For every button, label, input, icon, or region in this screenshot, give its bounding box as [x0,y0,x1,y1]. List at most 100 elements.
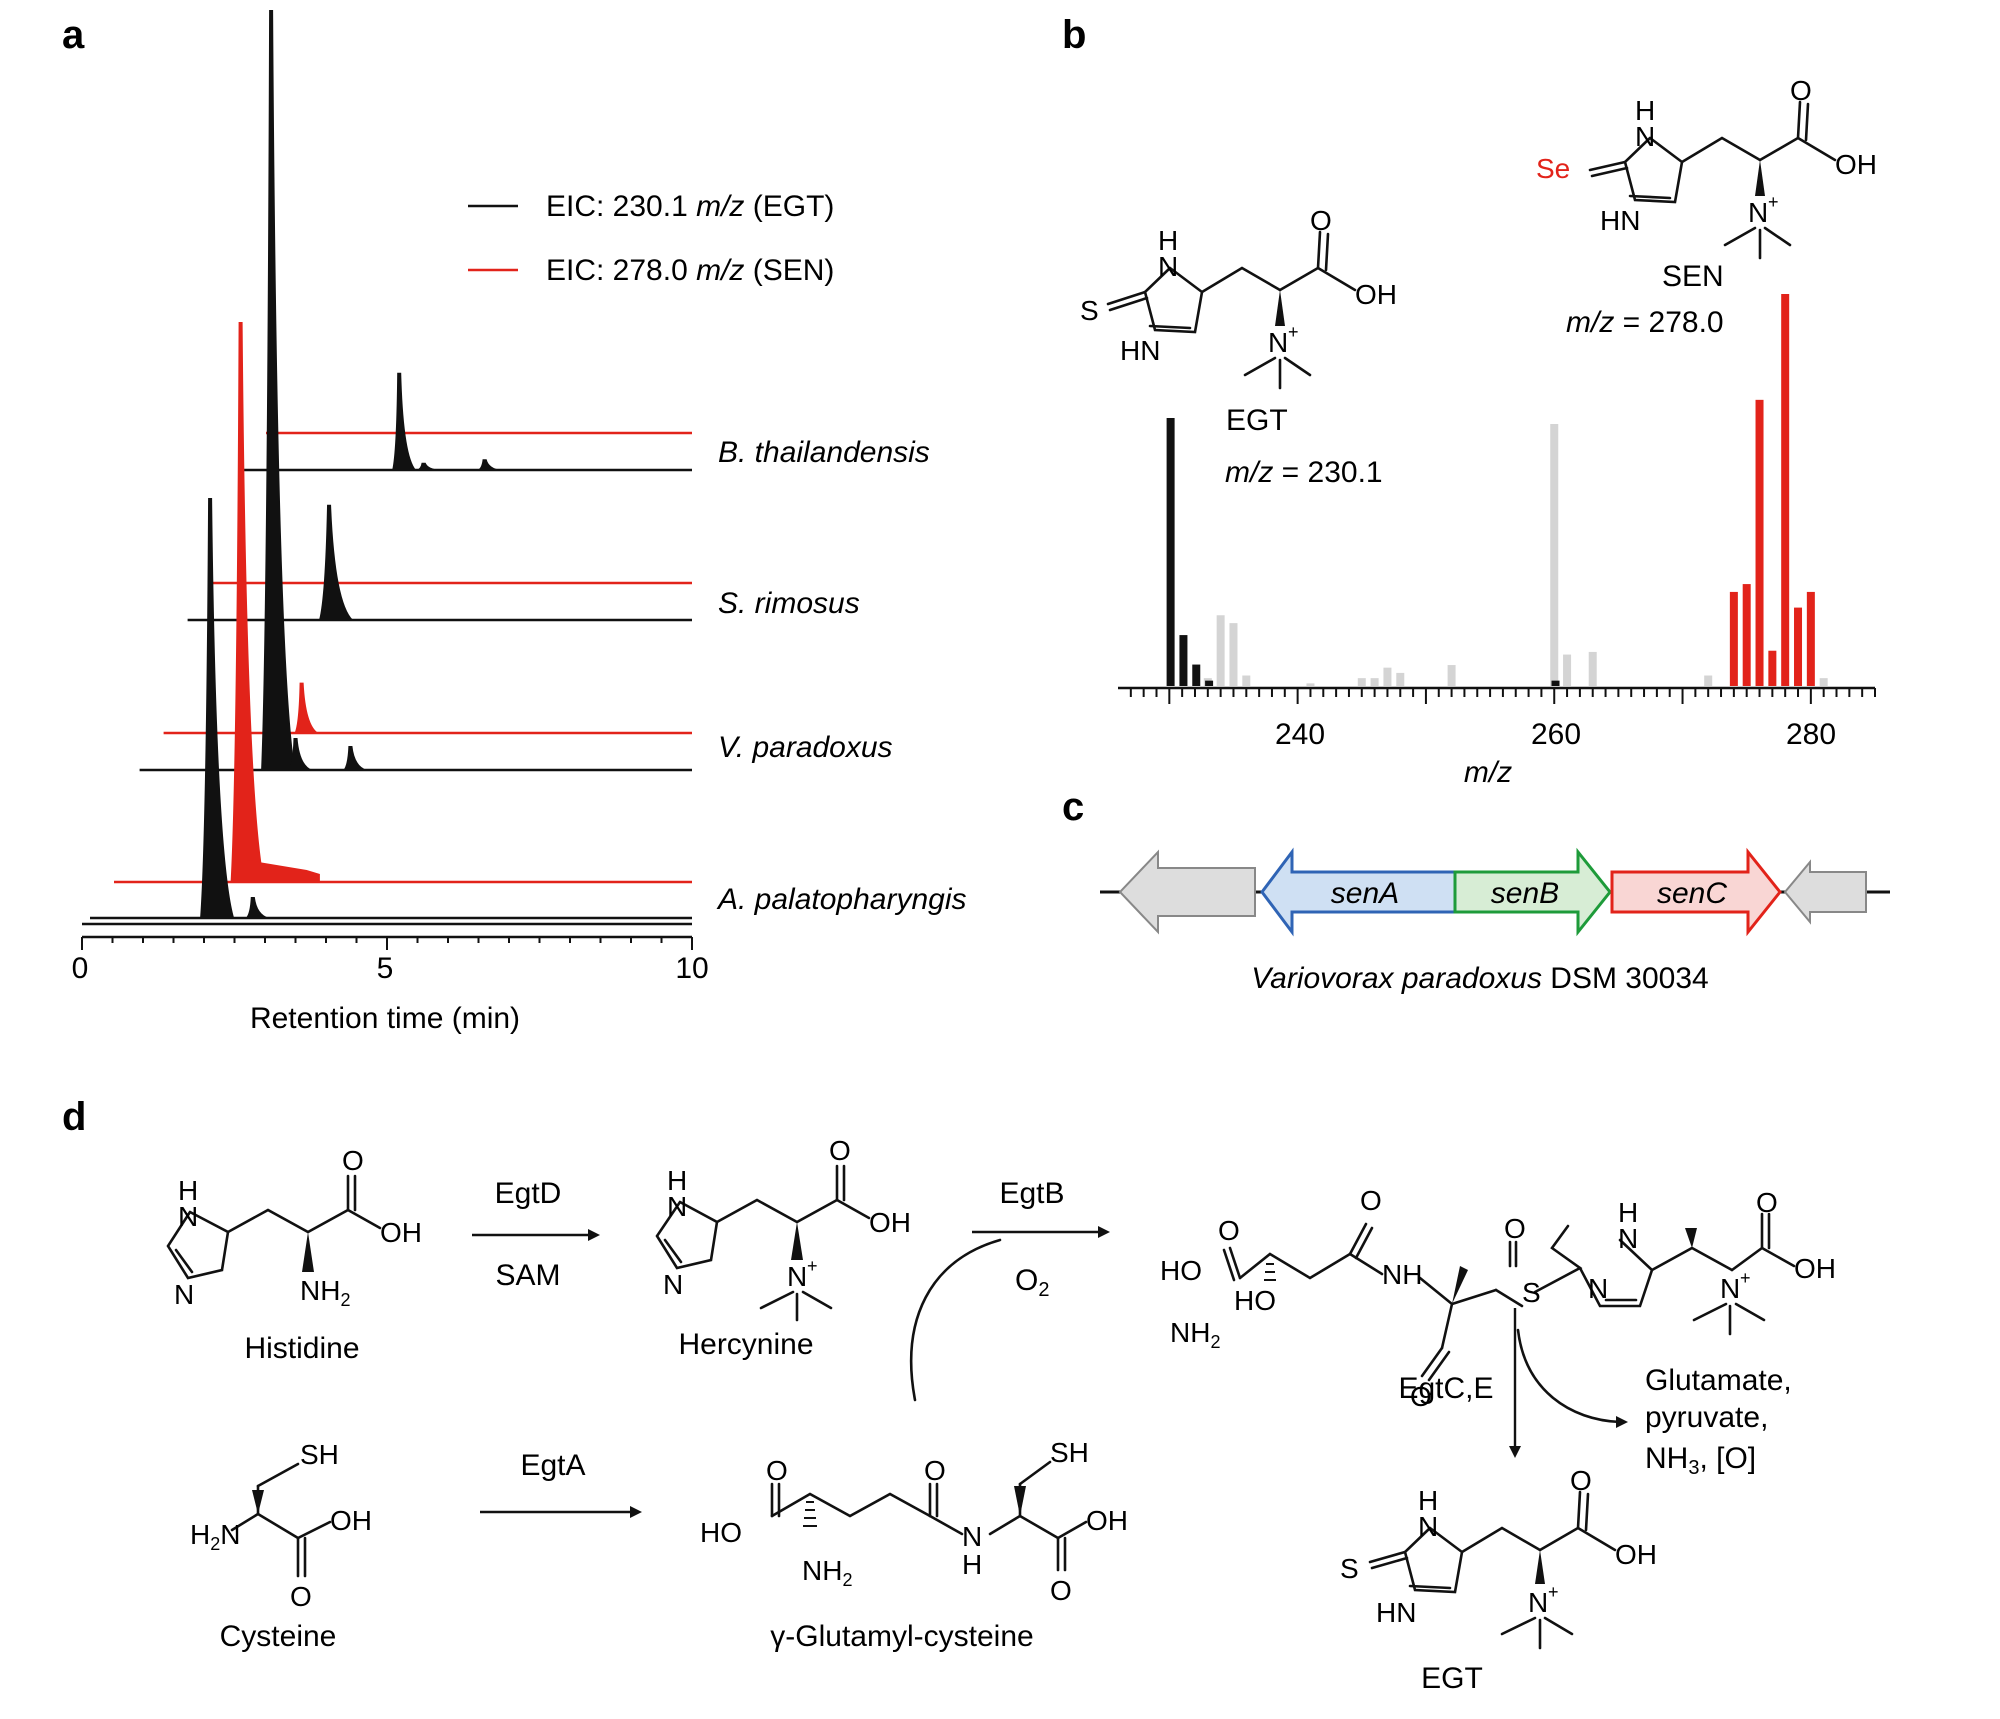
compound-name-histidine: Histidine [244,1332,359,1365]
egt-bar [1192,664,1201,686]
cofactor-label-sam: SAM [495,1259,560,1292]
svg-text:+: + [807,1256,818,1276]
enzyme-label-egtB: EgtB [999,1177,1064,1210]
background-bar [1563,654,1572,686]
sen-bar [1768,650,1777,686]
svg-text:SH: SH [300,1439,339,1470]
mass-spectrum-chart [1166,294,1828,686]
svg-text:HO: HO [700,1517,742,1548]
sen-bar [1742,584,1751,686]
svg-text:N: N [1418,1511,1438,1542]
egt-peak [200,498,235,918]
egt-peak [245,897,270,918]
svg-text:H2N: H2N [190,1519,240,1554]
egt-peak [477,459,502,470]
sen-peak-tail [246,860,320,882]
stereo-hash [1264,1263,1276,1281]
svg-text:HN: HN [1600,205,1640,236]
legend-entry-egt: EIC: 230.1 m/z (EGT) [546,190,834,223]
svg-text:NH: NH [1382,1259,1422,1290]
background-bar [1306,683,1315,686]
sen-bar [1755,399,1764,686]
svg-text:N: N [962,1521,982,1552]
svg-text:+: + [1288,322,1299,342]
sen-peak [294,682,319,733]
gene-label-senA: senA [1331,877,1399,910]
sen-peak [230,322,265,882]
svg-text:H: H [1418,1485,1438,1516]
sen-bar [1794,607,1803,686]
svg-text:N: N [663,1269,683,1300]
x-axis-a: 0 5 10 Retention time (min) [72,935,709,1035]
curved-arrow-byproducts [1516,1328,1622,1424]
sen-mz-b: m/z = 278.0 [1566,306,1724,339]
panel-label-b: b [1062,13,1086,57]
curved-arrow-egtB [910,1238,1002,1402]
x-tick-label: 5 [377,952,394,985]
compound-name-cysteine: Cysteine [220,1620,337,1653]
background-bar [1588,651,1597,686]
svg-text:H: H [1158,225,1178,256]
svg-text:N: N [178,1201,198,1232]
x-tick-label: 280 [1786,718,1836,751]
background-bar [1370,678,1379,686]
svg-text:O: O [1790,75,1812,106]
gene-cluster: senA senB senC Variovorax paradoxus DSM … [1100,847,1890,995]
gene-arrow-senC [1610,847,1782,937]
svg-text:OH: OH [1835,149,1877,180]
svg-text:OH: OH [1355,279,1397,310]
svg-text:NH2: NH2 [300,1275,350,1310]
sen-bar [1729,591,1738,686]
x-tick-label: 10 [675,952,708,985]
svg-text:O: O [342,1145,364,1176]
svg-text:H: H [667,1165,687,1196]
svg-text:N: N [667,1191,687,1222]
compound-name-egt: EGT [1421,1662,1483,1695]
panel-label-d: d [62,1095,86,1139]
svg-text:HO: HO [1160,1255,1202,1286]
trace-label-a-palatopharyngis: A. palatopharyngis [716,883,967,916]
svg-text:O: O [1410,1381,1432,1412]
svg-text:OH: OH [380,1217,422,1248]
svg-text:+: + [1768,192,1779,212]
svg-text:SH: SH [1050,1437,1089,1468]
background-bar [1242,675,1251,686]
svg-text:O: O [1050,1575,1072,1606]
trace-label-b-thailandensis: B. thailandensis [718,436,930,469]
svg-text:O: O [1218,1215,1240,1246]
egt-bar [1179,635,1188,686]
trace-label-s-rimosus: S. rimosus [718,587,860,620]
byproduct-line-3: NH3, [O] [1645,1442,1756,1479]
x-axis-title: m/z [1464,756,1512,789]
x-tick-label: 260 [1531,718,1581,751]
compound-name-hercynine: Hercynine [678,1328,813,1361]
svg-text:S: S [1340,1553,1359,1584]
svg-text:O: O [1756,1187,1778,1218]
gene-label-senB: senB [1491,877,1559,910]
svg-text:OH: OH [330,1505,372,1536]
svg-text:N: N [1618,1223,1638,1254]
svg-text:H: H [1618,1197,1638,1228]
panel-label-c: c [1062,785,1084,829]
svg-text:O: O [1570,1465,1592,1496]
organism-caption: Variovorax paradoxus DSM 30034 [1251,962,1708,995]
egt-structure-b: HN S HN O OH N + [1080,205,1397,390]
svg-text:Se: Se [1536,153,1570,184]
egt-mz-b: m/z = 230.1 [1225,456,1383,489]
svg-text:N: N [1268,327,1288,358]
egt-name-b: EGT [1226,404,1288,437]
histidine-structure: HN N O OH NH2 [166,1145,422,1310]
svg-text:O: O [924,1455,946,1486]
cysteine-structure: SH H2N OH O [190,1439,372,1612]
gene-label-senC: senC [1657,877,1727,910]
flanking-gene-left [1118,849,1256,935]
svg-text:O: O [766,1455,788,1486]
svg-text:N: N [1635,121,1655,152]
egt-bar [1205,680,1214,686]
sen-structure-b: HN Se HN O OH N + [1536,75,1877,260]
background-bar [1216,615,1225,686]
egt-bar [1166,418,1175,686]
background-bar [1396,672,1405,686]
svg-text:NH2: NH2 [1170,1317,1220,1352]
